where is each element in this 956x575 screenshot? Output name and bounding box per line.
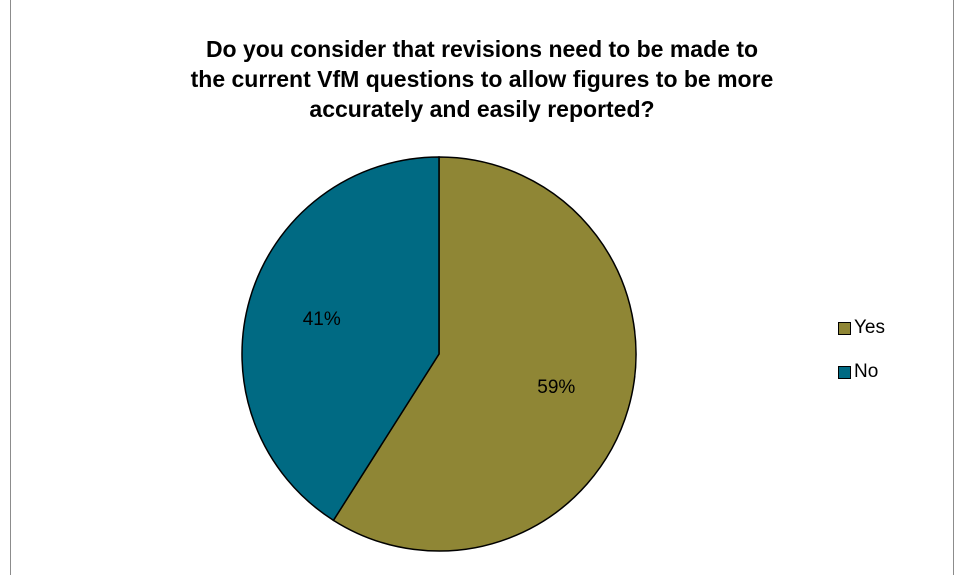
pie-slice-yes [332, 156, 637, 552]
legend-item-no: No [838, 360, 885, 384]
chart-title: Do you consider that revisions need to b… [10, 34, 954, 124]
pie-slice-labels: 59% 41% [303, 309, 576, 398]
pie-slices [241, 156, 637, 552]
pie-slice-no [241, 156, 440, 522]
legend-item-yes: Yes [838, 316, 885, 340]
legend-swatch-no [838, 365, 851, 379]
legend-swatch-yes [838, 321, 851, 335]
data-label-yes: 59% [537, 377, 575, 398]
data-label-no: 41% [303, 309, 341, 330]
chart-title-line-2: the current VfM questions to allow figur… [190, 66, 774, 92]
legend: Yes No [838, 316, 885, 404]
legend-label-no: No [854, 361, 879, 382]
chart-title-line-3: accurately and easily reported? [309, 96, 655, 122]
chart-title-line-1: Do you consider that revisions need to b… [205, 36, 759, 62]
legend-label-yes: Yes [854, 317, 885, 338]
